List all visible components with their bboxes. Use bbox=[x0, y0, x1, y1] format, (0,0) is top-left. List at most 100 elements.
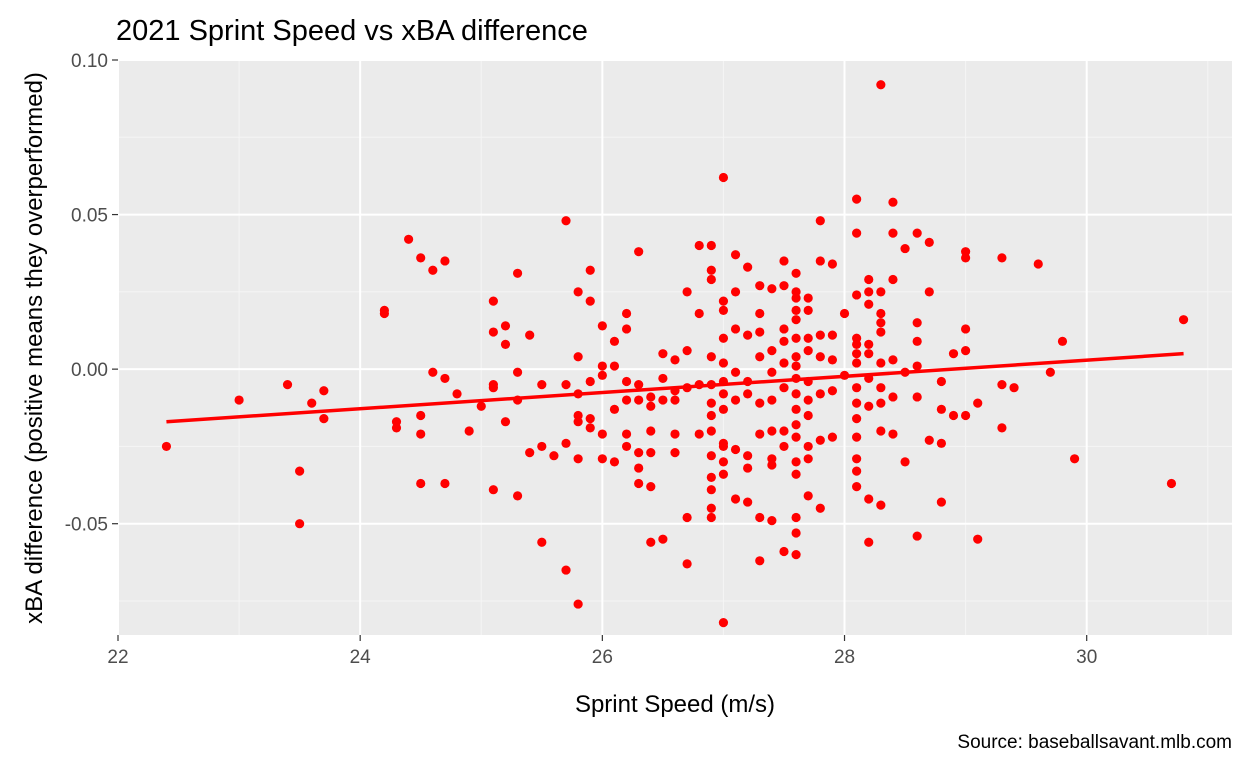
data-point bbox=[730, 287, 741, 297]
data-point bbox=[815, 389, 825, 399]
data-point bbox=[803, 395, 813, 405]
data-point bbox=[961, 253, 971, 263]
data-point bbox=[888, 429, 898, 439]
data-point bbox=[912, 361, 922, 371]
data-point bbox=[815, 503, 825, 513]
data-point bbox=[706, 240, 716, 251]
data-point bbox=[585, 376, 595, 387]
data-point bbox=[706, 410, 716, 421]
data-point bbox=[997, 253, 1007, 263]
points-layer bbox=[161, 80, 1189, 628]
data-point bbox=[428, 265, 438, 275]
data-point bbox=[779, 281, 789, 291]
data-point bbox=[852, 454, 862, 464]
data-point bbox=[537, 379, 547, 390]
data-point bbox=[682, 287, 692, 297]
data-point bbox=[537, 537, 547, 547]
data-point bbox=[416, 253, 426, 263]
data-point bbox=[549, 451, 559, 461]
y-tick-label: 0.10 bbox=[71, 51, 108, 72]
data-point bbox=[767, 460, 777, 470]
data-point bbox=[839, 308, 850, 319]
data-point bbox=[658, 373, 668, 384]
y-axis-title: xBA difference (positive means they over… bbox=[21, 72, 48, 624]
data-point bbox=[706, 451, 716, 461]
data-point bbox=[791, 528, 801, 538]
data-point bbox=[791, 305, 801, 316]
data-point bbox=[573, 417, 583, 427]
data-point bbox=[1009, 383, 1019, 393]
data-point bbox=[416, 410, 426, 421]
data-point bbox=[961, 345, 971, 356]
data-point bbox=[646, 401, 656, 411]
data-point bbox=[973, 534, 983, 544]
data-point bbox=[815, 352, 825, 362]
data-point bbox=[852, 358, 862, 368]
data-point bbox=[924, 435, 934, 445]
data-point bbox=[743, 330, 753, 340]
data-point bbox=[755, 327, 765, 337]
data-point bbox=[743, 389, 753, 399]
data-point bbox=[634, 379, 644, 390]
data-point bbox=[852, 290, 862, 300]
data-point bbox=[706, 503, 716, 513]
data-point bbox=[718, 358, 729, 368]
data-point bbox=[730, 494, 741, 504]
data-point bbox=[488, 485, 498, 495]
data-point bbox=[888, 355, 898, 365]
data-point bbox=[694, 240, 704, 251]
data-point bbox=[718, 457, 729, 467]
data-point bbox=[561, 565, 571, 575]
data-point bbox=[827, 355, 838, 365]
data-point bbox=[779, 441, 789, 452]
data-point bbox=[791, 432, 801, 442]
data-point bbox=[767, 516, 777, 526]
data-point bbox=[900, 457, 910, 467]
data-point bbox=[1166, 478, 1177, 489]
data-point bbox=[779, 324, 789, 334]
data-point bbox=[585, 265, 595, 275]
data-point bbox=[452, 389, 462, 399]
data-point bbox=[936, 376, 946, 387]
data-point bbox=[803, 305, 813, 316]
data-point bbox=[319, 386, 329, 396]
data-point bbox=[609, 361, 620, 371]
data-point bbox=[295, 519, 305, 529]
data-point bbox=[718, 172, 729, 183]
y-tick-label: 0.00 bbox=[71, 360, 108, 381]
data-point bbox=[827, 330, 838, 340]
data-point bbox=[634, 247, 644, 257]
data-point bbox=[755, 429, 765, 439]
data-point bbox=[682, 345, 692, 356]
data-point bbox=[512, 367, 523, 377]
data-point bbox=[791, 404, 801, 414]
data-point bbox=[912, 392, 922, 402]
data-point bbox=[755, 281, 765, 291]
x-axis-ticks: 22 24 26 28 30 bbox=[107, 635, 1097, 668]
data-point bbox=[597, 370, 607, 380]
data-point bbox=[440, 373, 450, 384]
x-tick-label: 22 bbox=[107, 647, 128, 668]
data-point bbox=[888, 228, 898, 238]
data-point bbox=[743, 463, 753, 473]
data-point bbox=[912, 228, 922, 238]
data-point bbox=[609, 336, 620, 346]
x-tick-label: 24 bbox=[350, 647, 372, 668]
data-point bbox=[706, 485, 716, 495]
data-point bbox=[597, 454, 607, 464]
data-point bbox=[924, 287, 934, 297]
data-point bbox=[743, 262, 753, 272]
data-point bbox=[319, 414, 329, 424]
data-point bbox=[718, 404, 729, 414]
data-point bbox=[585, 414, 595, 424]
data-point bbox=[767, 345, 777, 356]
data-point bbox=[852, 432, 862, 442]
data-point bbox=[646, 426, 656, 436]
data-point bbox=[755, 398, 765, 408]
data-point bbox=[852, 349, 862, 359]
data-point bbox=[864, 274, 874, 285]
data-point bbox=[803, 491, 813, 501]
data-point bbox=[876, 318, 886, 328]
data-point bbox=[585, 423, 595, 433]
data-point bbox=[621, 429, 632, 439]
